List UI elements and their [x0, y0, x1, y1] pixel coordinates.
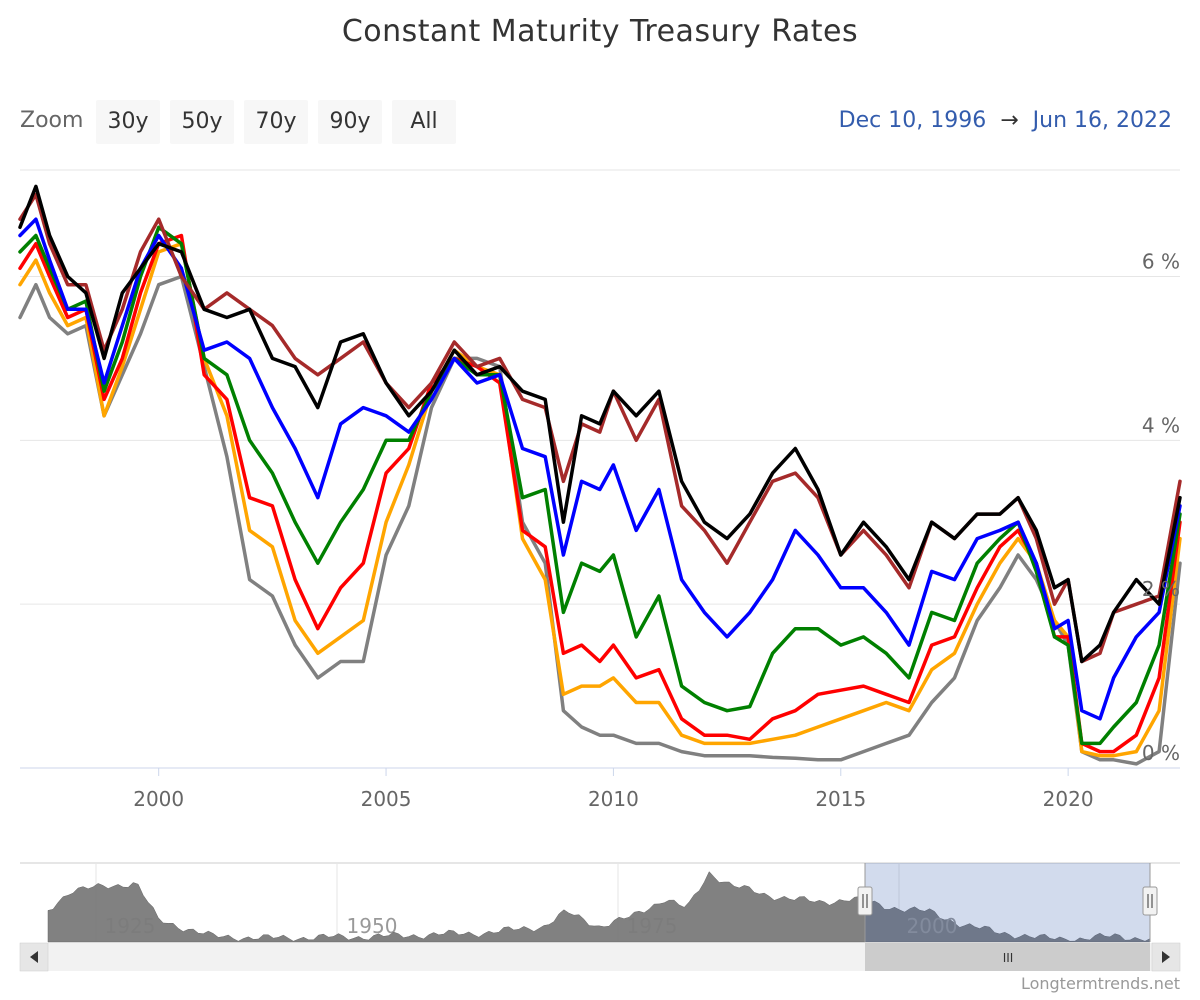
series-line-4[interactable] — [18, 225, 1182, 746]
navigator-tick-label: 1950 — [347, 914, 398, 938]
series-lines — [18, 184, 1182, 766]
series-line-5[interactable] — [18, 217, 1182, 721]
x-tick-label: 2005 — [361, 787, 412, 811]
series-line-1[interactable] — [18, 274, 1182, 766]
range-to-input[interactable]: Jun 16, 2022 — [1032, 108, 1172, 133]
y-axis: 0 % 2 % 4 % 6 % — [1142, 249, 1180, 765]
date-range: Dec 10, 1996 → Jun 16, 2022 — [839, 108, 1172, 133]
y-tick-label: 6 % — [1142, 249, 1180, 273]
chart-title: Constant Maturity Treasury Rates — [341, 14, 859, 49]
zoom-label: Zoom — [20, 108, 84, 133]
navigator-tick-label: 2000 — [907, 914, 958, 938]
series-line-7[interactable] — [18, 184, 1182, 664]
scrollbar-grip: III — [1003, 951, 1014, 965]
navigator-selection[interactable] — [865, 863, 1150, 942]
x-axis: 2000 2005 2010 2015 2020 — [133, 768, 1094, 811]
navigator[interactable]: 1925 1950 1975 2000 — [20, 862, 1180, 943]
scrollbar[interactable]: III — [19, 942, 1181, 972]
y-tick-label: 0 % — [1142, 741, 1180, 765]
series-line-6[interactable] — [18, 192, 1182, 664]
range-from-input[interactable]: Dec 10, 1996 — [838, 108, 987, 133]
navigator-left-handle[interactable] — [857, 886, 873, 916]
x-tick-label: 2010 — [588, 787, 639, 811]
zoom-30y-button[interactable]: 30y — [96, 100, 160, 144]
x-tick-label: 2020 — [1043, 787, 1094, 811]
scroll-right-arrow-icon — [1162, 951, 1170, 963]
navigator-series-area — [47, 871, 1151, 943]
y-tick-label: 4 % — [1142, 413, 1180, 437]
scroll-left-arrow-icon — [30, 951, 38, 963]
zoom-50y-button[interactable]: 50y — [170, 100, 234, 144]
x-tick-label: 2015 — [815, 787, 866, 811]
zoom-90y-button[interactable]: 90y — [318, 100, 382, 144]
x-tick-label: 2000 — [133, 787, 184, 811]
zoom-70y-button[interactable]: 70y — [244, 100, 308, 144]
credit-link[interactable]: Longtermtrends.net — [1020, 974, 1180, 993]
zoom-all-button[interactable]: All — [392, 100, 456, 144]
y-tick-label: 2 % — [1142, 577, 1180, 601]
range-arrow: → — [1000, 108, 1019, 133]
navigator-right-handle[interactable] — [1142, 886, 1158, 916]
scrollbar-thumb[interactable] — [865, 943, 1150, 971]
